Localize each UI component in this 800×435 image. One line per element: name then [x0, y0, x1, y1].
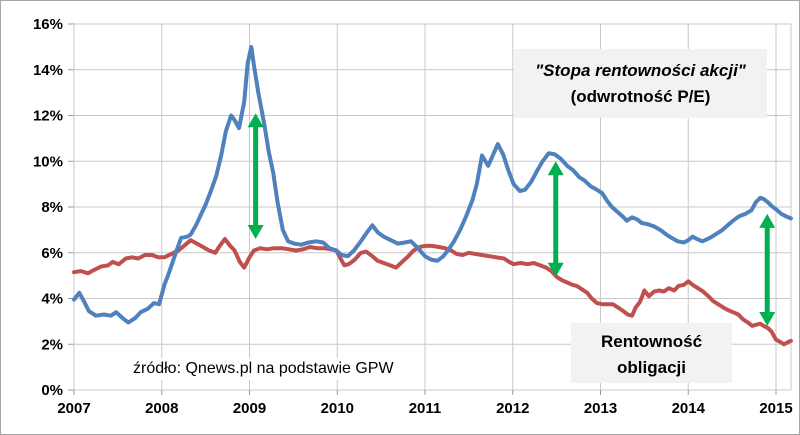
obligacje-annotation-line1: Rentowność	[600, 332, 703, 351]
yield-gap-arrow-head-down	[247, 225, 264, 240]
y-axis-label: 14%	[33, 62, 63, 79]
akcje-annotation-line2: (odwrotność P/E)	[570, 87, 711, 106]
x-axis-label: 2015	[759, 400, 792, 417]
y-axis-label: 2%	[41, 336, 63, 353]
x-axis-label: 2007	[57, 400, 90, 417]
x-axis-label: 2014	[672, 400, 706, 417]
yield-gap-arrow-head-up	[759, 213, 776, 228]
x-axis-label: 2012	[496, 400, 529, 417]
akcje-series-line	[72, 44, 793, 325]
yield-gap-arrow-head-down	[759, 311, 776, 326]
source-text: źródło: Qnews.pl na podstawie GPW	[127, 358, 400, 380]
y-axis-label: 8%	[41, 199, 63, 216]
obligacje-annotation-box: Rentowność obligacji	[571, 323, 732, 383]
y-axis-label: 12%	[33, 108, 63, 125]
y-axis-label: 6%	[41, 245, 63, 262]
y-axis-label: 4%	[41, 291, 63, 308]
yield-gap-arrow-head-up	[247, 113, 264, 128]
yield-gap-arrow-head-down	[547, 262, 564, 277]
y-axis-label: 10%	[33, 153, 63, 170]
obligacje-series-line	[72, 237, 793, 347]
x-axis-label: 2009	[233, 400, 266, 417]
x-axis-label: 2008	[145, 400, 178, 417]
yield-gap-arrow-head-up	[547, 161, 564, 176]
akcje-annotation-line1: "Stopa rentowności akcji"	[535, 61, 746, 80]
akcje-annotation-box: "Stopa rentowności akcji" (odwrotność P/…	[514, 49, 767, 118]
x-axis-label: 2011	[409, 400, 442, 417]
obligacje-annotation-line2: obligacji	[617, 358, 686, 377]
y-axis-label: 16%	[33, 16, 63, 33]
y-axis-label: 0%	[41, 382, 63, 399]
x-axis-label: 2013	[584, 400, 617, 417]
x-axis-label: 2010	[321, 400, 354, 417]
